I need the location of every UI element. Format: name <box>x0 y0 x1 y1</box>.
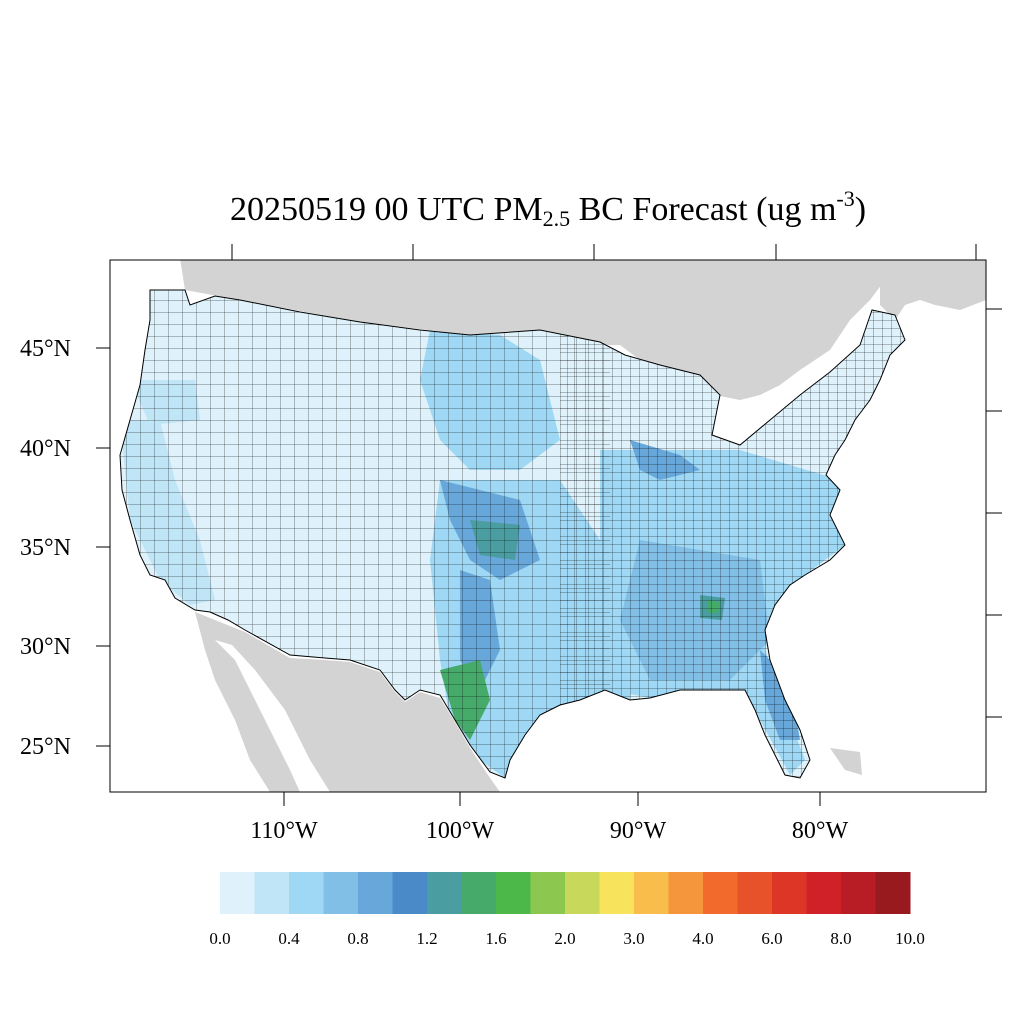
colorbar-swatch-8 <box>496 872 531 914</box>
colorbar-label-0: 0.0 <box>209 929 230 948</box>
colorbar <box>220 872 911 914</box>
map-area <box>110 260 986 792</box>
colorbar-label-9: 8.0 <box>830 929 851 948</box>
baja <box>215 640 330 792</box>
lat-label-25: 25°N <box>20 734 71 760</box>
colorbar-label-3: 1.2 <box>416 929 437 948</box>
cuba <box>830 748 862 775</box>
colorbar-label-2: 0.8 <box>347 929 368 948</box>
colorbar-label-10: 10.0 <box>895 929 925 948</box>
colorbar-swatch-13 <box>668 872 704 914</box>
lon-label-90: 90°W <box>610 818 667 844</box>
colorbar-labels: 0.0 0.4 0.8 1.2 1.6 2.0 3.0 4.0 6.0 8.0 10.0 <box>209 929 925 948</box>
colorbar-swatch-1 <box>254 872 290 914</box>
canada-east <box>880 260 986 320</box>
mexico-land <box>195 612 500 792</box>
us-outline <box>119 289 906 779</box>
colorbar-swatch-6 <box>427 872 462 914</box>
title-subscript: 2.5 <box>542 206 571 231</box>
lat-label-30: 30°N <box>20 634 71 660</box>
colorbar-swatch-17 <box>806 872 842 914</box>
lon-label-100: 100°W <box>426 818 495 844</box>
colorbar-swatch-11 <box>599 872 635 914</box>
colorbar-swatch-7 <box>461 872 497 914</box>
colorbar-swatch-15 <box>737 872 773 914</box>
colorbar-swatch-18 <box>841 872 876 914</box>
map-title: 20250519 00 UTC PM2.5 BC Forecast (ug m-… <box>0 186 1024 232</box>
colorbar-swatch-0 <box>220 872 255 914</box>
colorbar-swatch-14 <box>703 872 738 914</box>
colorbar-swatch-9 <box>530 872 566 914</box>
colorbar-swatch-19 <box>875 872 911 914</box>
colorbar-label-6: 3.0 <box>623 929 644 948</box>
colorbar-swatch-12 <box>634 872 669 914</box>
colorbar-label-7: 4.0 <box>692 929 713 948</box>
colorbar-label-1: 0.4 <box>278 929 300 948</box>
lat-label-35: 35°N <box>20 535 71 561</box>
colorbar-swatch-5 <box>392 872 428 914</box>
title-middle: BC Forecast (ug m <box>570 191 837 228</box>
colorbar-swatch-3 <box>323 872 359 914</box>
colorbar-label-8: 6.0 <box>761 929 782 948</box>
colorbar-swatch-10 <box>565 872 600 914</box>
lat-label-45: 45°N <box>20 336 71 362</box>
colorbar-swatch-16 <box>772 872 807 914</box>
map-frame <box>109 259 987 793</box>
colorbar-label-5: 2.0 <box>554 929 575 948</box>
colorbar-label-4: 1.6 <box>485 929 506 948</box>
colorbar-swatch-2 <box>289 872 324 914</box>
title-prefix: 20250519 00 UTC PM <box>229 191 543 228</box>
lat-label-40: 40°N <box>20 436 71 462</box>
title-suffix: ) <box>854 191 867 228</box>
lon-label-80: 80°W <box>792 818 849 844</box>
axis-ticks <box>96 244 1002 806</box>
title-superscript: -3 <box>836 186 855 211</box>
lon-label-110: 110°W <box>250 818 318 844</box>
colorbar-swatch-4 <box>358 872 393 914</box>
